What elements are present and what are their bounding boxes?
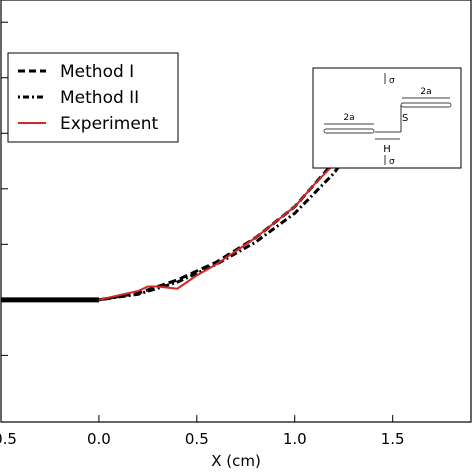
plot-area	[0, 0, 472, 423]
x-tick-label: 1.5	[381, 430, 405, 448]
x-tick-label: 1.0	[283, 430, 307, 448]
x-axis-label: X (cm)	[211, 452, 261, 470]
h-label: H	[383, 144, 391, 155]
x-tick-label: 0.0	[87, 430, 111, 448]
legend-label-method-1: Method I	[60, 62, 134, 82]
left-span-label: 2a	[343, 113, 354, 123]
right-crack	[400, 102, 452, 108]
inset-frame	[312, 67, 462, 169]
sigma-top-label: σ	[389, 76, 395, 86]
left-crack	[323, 128, 375, 134]
x-tick-label: 0.5	[0, 430, 17, 448]
right-span-label: 2a	[420, 87, 431, 97]
x-tick-label: 0.5	[185, 430, 209, 448]
legend-label-experiment: Experiment	[60, 114, 159, 134]
sigma-bottom-label: σ	[389, 157, 395, 167]
s-label: S	[402, 113, 408, 124]
inset-diagram: σ 2a S 2a H σ	[312, 67, 462, 169]
legend: Method I Method II Experiment	[7, 52, 179, 143]
legend-label-method-2: Method II	[60, 88, 139, 108]
axes-frame	[0, 0, 472, 423]
legend-box	[7, 52, 179, 143]
ticks: 0.5 0.0 0.5 1.0 1.5	[0, 21, 405, 448]
